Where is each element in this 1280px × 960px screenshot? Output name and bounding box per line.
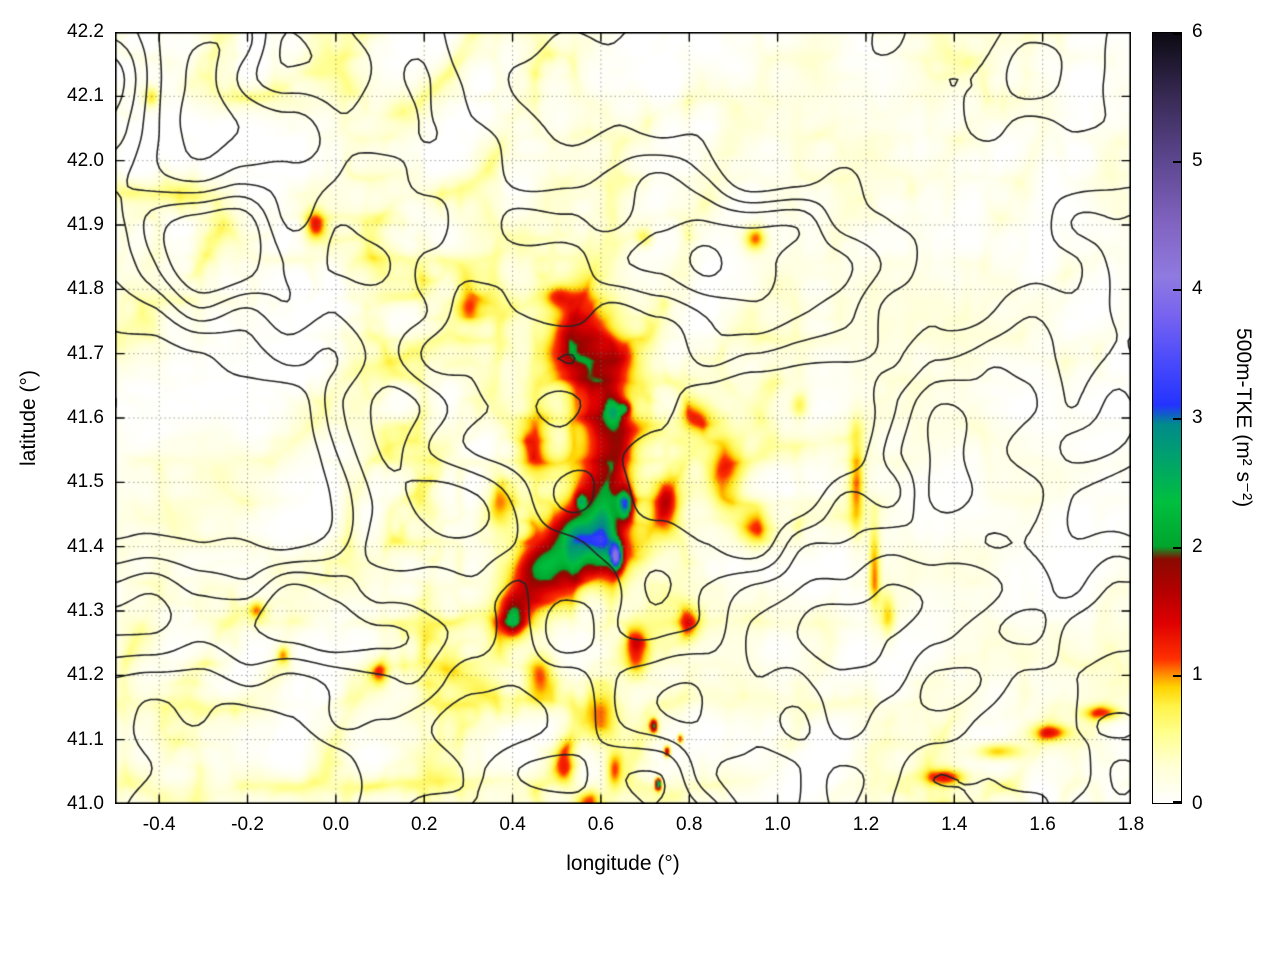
- colorbar-tick-label: 1: [1192, 664, 1203, 686]
- colorbar-tick: [1173, 801, 1181, 803]
- y-tick-label: 41.5: [67, 471, 104, 493]
- x-tick-label: 1.8: [1117, 814, 1145, 835]
- colorbar-tick: [1173, 418, 1181, 420]
- colorbar-tick-label: 5: [1192, 149, 1203, 171]
- colorbar-tick: [1173, 546, 1181, 549]
- colorbar-tick: [1173, 160, 1181, 163]
- colorbar-tick: [1173, 289, 1181, 292]
- y-tick-label: 42.0: [67, 149, 104, 171]
- x-tick-label: -0.2: [231, 814, 264, 835]
- y-tick-label: 41.7: [67, 342, 104, 364]
- y-tick-label: 41.4: [67, 535, 104, 557]
- x-tick-label: 0.6: [587, 814, 615, 835]
- y-tick-label: 42.2: [67, 21, 104, 42]
- y-tick-label: 41.8: [67, 278, 104, 300]
- colorbar-tick: [1173, 33, 1181, 35]
- y-tick-label: 41.9: [67, 214, 104, 235]
- x-tick-label: 0.2: [410, 814, 438, 835]
- y-tick-label: 41.6: [67, 407, 104, 428]
- colorbar-label: 500m-TKE (m² s⁻²): [1232, 328, 1255, 508]
- x-tick-label: -0.4: [142, 814, 176, 835]
- x-tick-label: 1.4: [941, 814, 968, 835]
- x-tick-label: 0.0: [322, 814, 350, 835]
- colorbar-tick-label: 3: [1192, 407, 1203, 428]
- y-tick-label: 41.1: [67, 728, 104, 750]
- x-axis-label: longitude (°): [566, 852, 680, 875]
- plot-area: [115, 32, 1131, 804]
- colorbar-tick-label: 2: [1192, 535, 1203, 557]
- x-tick-label: 1.0: [764, 814, 791, 835]
- x-tick-label: 1.2: [852, 814, 880, 835]
- y-tick-label: 42.1: [67, 85, 104, 107]
- x-tick-label: 1.6: [1029, 814, 1056, 835]
- colorbar: [1152, 32, 1182, 804]
- y-tick-label: 41.2: [67, 664, 104, 686]
- x-tick-label: 0.8: [676, 814, 703, 835]
- colorbar-tick-label: 0: [1192, 793, 1203, 814]
- colorbar-tick-label: 6: [1192, 21, 1203, 42]
- colorbar-tick-label: 4: [1192, 278, 1203, 300]
- colorbar-tick: [1173, 675, 1181, 678]
- plot-overlay-canvas: [115, 32, 1131, 804]
- y-tick-label: 41.3: [67, 600, 104, 621]
- y-tick-label: 41.0: [67, 793, 104, 814]
- x-tick-label: 0.4: [499, 814, 526, 835]
